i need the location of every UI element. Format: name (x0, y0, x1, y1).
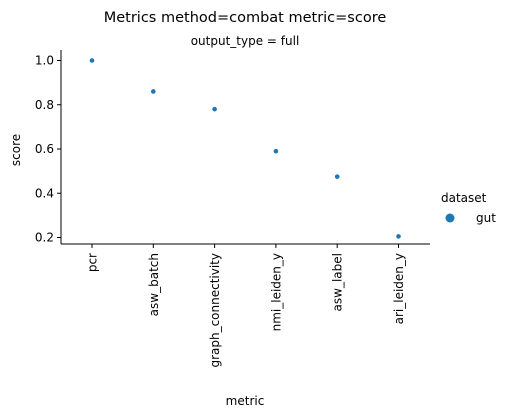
y-tick-label: 0.8 (35, 98, 54, 112)
y-tick-label: 0.2 (35, 231, 54, 245)
y-tick-label: 1.0 (35, 54, 54, 68)
x-tick-label: nmi_leiden_y (269, 253, 283, 331)
x-tick-label: pcr (86, 253, 100, 272)
data-point (273, 148, 279, 154)
data-point (212, 106, 217, 112)
data-point (334, 174, 340, 179)
legend-marker-gut (445, 213, 455, 223)
data-points (89, 58, 401, 239)
legend-label-gut: gut (476, 211, 496, 225)
y-tick-label: 0.6 (35, 142, 54, 156)
legend: dataset gut (441, 191, 496, 225)
data-point (396, 234, 401, 239)
x-ticks: pcr asw_batch graph_connectivity nmi_leiden… (86, 244, 406, 368)
x-tick-label: asw_label (331, 253, 345, 311)
y-axis-label: score (9, 134, 23, 166)
y-ticks: 0.2 0.4 0.6 0.8 1.0 (35, 54, 61, 245)
x-axis-label: metric (226, 394, 265, 408)
y-tick-label: 0.4 (35, 186, 54, 200)
x-tick-label: ari_leiden_y (392, 253, 406, 324)
x-tick-label: asw_batch (147, 253, 161, 316)
data-point (89, 58, 95, 63)
facet-subtitle: output_type = full (191, 34, 300, 48)
legend-title: dataset (441, 191, 487, 205)
data-point (151, 89, 156, 94)
x-tick-label: graph_connectivity (208, 253, 222, 368)
chart-title: Metrics method=combat metric=score (104, 10, 387, 26)
